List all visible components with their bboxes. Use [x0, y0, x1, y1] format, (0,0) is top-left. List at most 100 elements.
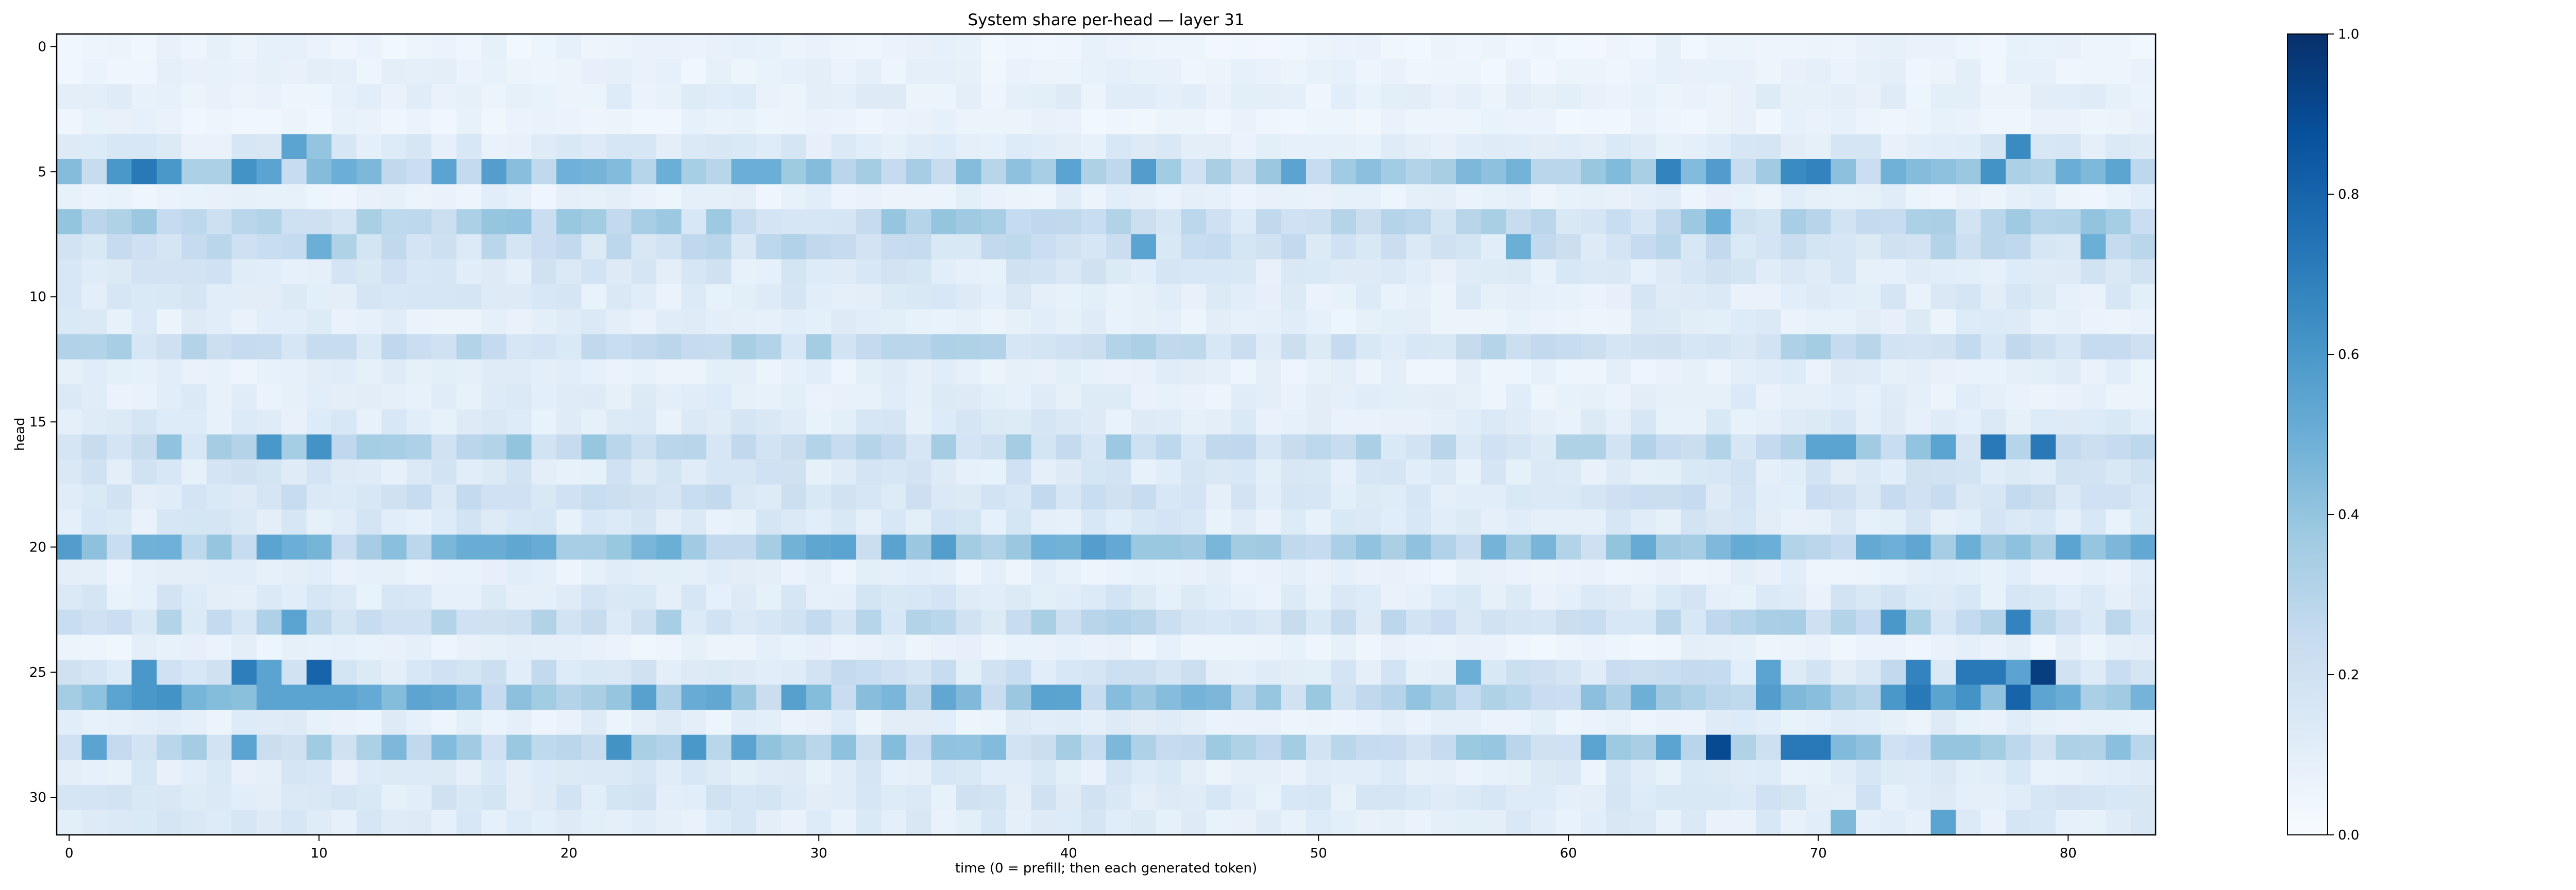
heatmap-cell	[556, 384, 582, 410]
heatmap-cell	[81, 710, 107, 735]
heatmap-cell	[257, 159, 282, 185]
heatmap-cell	[656, 559, 682, 585]
heatmap-cell	[806, 609, 832, 635]
heatmap-cell	[981, 484, 1007, 510]
heatmap-cell	[1006, 284, 1032, 310]
heatmap-cell	[1681, 684, 1706, 710]
heatmap-cell	[1581, 259, 1606, 285]
heatmap-cell	[107, 159, 132, 185]
heatmap-cell	[1506, 784, 1532, 810]
heatmap-cell	[1631, 810, 1656, 835]
heatmap-cell	[1930, 34, 1956, 60]
heatmap-cell	[1256, 810, 1282, 835]
heatmap-cell	[207, 684, 232, 710]
heatmap-cell	[731, 334, 757, 360]
heatmap-cell	[131, 509, 157, 535]
heatmap-cell	[731, 284, 757, 310]
heatmap-cell	[1731, 184, 1756, 210]
heatmap-cell	[1831, 684, 1856, 710]
heatmap-cell	[1231, 684, 1257, 710]
heatmap-cell	[1731, 109, 1756, 134]
heatmap-cell	[307, 509, 332, 535]
heatmap-cell	[1006, 659, 1032, 686]
heatmap-cell	[906, 159, 932, 185]
heatmap-cell	[131, 734, 157, 760]
heatmap-cell	[1606, 710, 1632, 735]
heatmap-cell	[1980, 234, 2006, 260]
heatmap-cell	[1531, 609, 1556, 635]
heatmap-cell	[1056, 184, 1082, 210]
heatmap-cell	[2006, 609, 2031, 635]
heatmap-cell	[606, 84, 632, 110]
heatmap-cell	[1781, 159, 1806, 185]
heatmap-cell	[1980, 810, 2006, 835]
heatmap-cell	[1706, 359, 1732, 385]
heatmap-cell	[706, 259, 732, 285]
heatmap-cell	[1756, 184, 1782, 210]
heatmap-cell	[806, 159, 832, 185]
heatmap-cell	[1781, 334, 1806, 360]
heatmap-cell	[207, 359, 232, 385]
heatmap-cell	[456, 309, 482, 335]
heatmap-cell	[1406, 710, 1432, 735]
heatmap-cell	[2006, 409, 2031, 435]
heatmap-cell	[781, 710, 807, 735]
heatmap-cell	[956, 784, 982, 810]
heatmap-cell	[81, 484, 107, 510]
heatmap-cell	[1980, 585, 2006, 610]
heatmap-cell	[2130, 134, 2156, 160]
heatmap-cell	[1306, 635, 1332, 660]
heatmap-cell	[1156, 609, 1182, 635]
heatmap-cell	[1206, 484, 1232, 510]
heatmap-cell	[331, 259, 357, 285]
heatmap-cell	[1406, 309, 1432, 335]
heatmap-cell	[1856, 34, 1882, 60]
heatmap-cell	[2056, 84, 2081, 110]
heatmap-cell	[1906, 234, 1931, 260]
heatmap-cell	[1856, 734, 1882, 760]
heatmap-cell	[706, 484, 732, 510]
heatmap-cell	[1106, 710, 1132, 735]
heatmap-cell	[307, 284, 332, 310]
heatmap-cell	[531, 635, 557, 660]
heatmap-cell	[1880, 134, 1906, 160]
heatmap-cell	[1481, 784, 1506, 810]
heatmap-cell	[481, 509, 507, 535]
heatmap-cell	[1006, 585, 1032, 610]
heatmap-cell	[481, 259, 507, 285]
heatmap-cell	[456, 534, 482, 560]
heatmap-cell	[1681, 459, 1706, 485]
heatmap-cell	[2080, 484, 2106, 510]
heatmap-cell	[1456, 635, 1482, 660]
heatmap-cell	[906, 134, 932, 160]
heatmap-cell	[981, 134, 1007, 160]
heatmap-cell	[231, 434, 257, 460]
heatmap-cell	[157, 34, 182, 60]
heatmap-cell	[856, 559, 882, 585]
heatmap-cell	[157, 760, 182, 785]
heatmap-cell	[1906, 109, 1931, 134]
heatmap-cell	[1156, 810, 1182, 835]
heatmap-cell	[81, 359, 107, 385]
heatmap-cell	[756, 734, 782, 760]
heatmap-cell	[307, 710, 332, 735]
heatmap-cell	[2106, 84, 2131, 110]
y-tick-label: 10	[29, 289, 46, 305]
heatmap-cell	[1006, 109, 1032, 134]
heatmap-cell	[1306, 34, 1332, 60]
heatmap-cell	[1906, 484, 1931, 510]
heatmap-cell	[307, 259, 332, 285]
heatmap-cell	[1556, 409, 1582, 435]
heatmap-cell	[2056, 34, 2081, 60]
heatmap-cell	[1606, 810, 1632, 835]
heatmap-cell	[1856, 184, 1882, 210]
heatmap-cell	[181, 585, 207, 610]
heatmap-cell	[357, 309, 382, 335]
heatmap-cell	[1206, 559, 1232, 585]
heatmap-cell	[1506, 434, 1532, 460]
heatmap-cell	[931, 484, 957, 510]
heatmap-cell	[1181, 209, 1207, 235]
heatmap-cell	[706, 434, 732, 460]
heatmap-cell	[2130, 109, 2156, 134]
heatmap-cell	[1956, 284, 1981, 310]
